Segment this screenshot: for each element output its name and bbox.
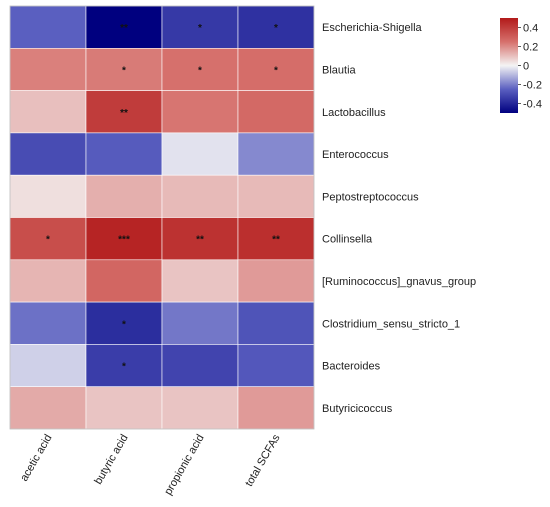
heatmap-cell xyxy=(85,47,163,91)
colorbar-tick-label: -0.2 xyxy=(523,80,542,92)
row-label: Escherichia-Shigella xyxy=(322,22,423,34)
significance-markers: ** * ** * **** *** ** **** xyxy=(46,23,280,372)
colorbar-tick-label: 0.2 xyxy=(523,42,538,54)
row-label: [Ruminococcus]_gnavus_group xyxy=(322,276,476,288)
colorbar-tick-label: 0.4 xyxy=(523,23,538,35)
significance-marker: *** xyxy=(118,235,130,246)
column-label: propionic acid xyxy=(162,433,206,498)
heatmap-border xyxy=(9,5,315,430)
heatmap-cell xyxy=(161,259,239,303)
heatmap-cell xyxy=(237,344,315,387)
heatmap-cell xyxy=(85,344,163,387)
heatmap-cell xyxy=(9,132,87,176)
heatmap-cell xyxy=(9,259,87,303)
heatmap-cell xyxy=(237,47,315,91)
heatmap-cell xyxy=(237,90,315,134)
row-label: Collinsella xyxy=(322,234,373,246)
column-labels: acetic acid butyric acid propionic acid tot… xyxy=(18,432,283,497)
heatmap-cell xyxy=(161,174,239,218)
heatmap-cell xyxy=(85,174,163,218)
heatmap-cell xyxy=(161,47,239,91)
row-label: Enterococcus xyxy=(322,149,389,161)
heatmap-cell xyxy=(85,5,163,49)
heatmap-cell xyxy=(9,386,87,430)
heatmap-cell xyxy=(9,301,87,345)
colorbar-tick-label: -0.4 xyxy=(523,99,542,111)
row-label: Butyricicoccus xyxy=(322,403,393,415)
significance-marker: ** xyxy=(120,23,128,34)
significance-marker: * xyxy=(122,319,126,330)
heatmap-cell xyxy=(161,386,239,430)
heatmap-cell xyxy=(237,386,315,430)
significance-marker: ** xyxy=(196,235,204,246)
heatmap-cell xyxy=(161,132,239,176)
colorbar: 0.4 0.2 0 -0.2 -0.4 xyxy=(500,18,542,113)
row-label: Bacteroides xyxy=(322,361,381,373)
heatmap-cell xyxy=(9,5,87,49)
heatmap-cell xyxy=(161,90,239,134)
heatmap-cell xyxy=(9,174,87,218)
row-labels: Escherichia-Shigella Blautia Lactobacillus… xyxy=(322,22,476,415)
heatmap-cells xyxy=(9,5,315,430)
colorbar-gradient xyxy=(500,18,518,113)
significance-marker: * xyxy=(122,362,126,373)
significance-marker: * xyxy=(198,65,202,76)
heatmap-cell xyxy=(9,47,87,91)
colorbar-tick-label: 0 xyxy=(523,61,529,73)
significance-marker: ** xyxy=(120,108,128,119)
heatmap-cell xyxy=(161,217,239,261)
row-label: Blautia xyxy=(322,64,357,76)
heatmap-cell xyxy=(237,259,315,303)
heatmap-cell xyxy=(161,301,239,345)
row-label: Peptostreptococcus xyxy=(322,191,419,203)
heatmap-cell xyxy=(237,132,315,176)
heatmap-cell xyxy=(237,174,315,218)
heatmap-cell xyxy=(161,5,239,49)
significance-marker: * xyxy=(274,23,278,34)
heatmap-cell xyxy=(85,301,163,345)
significance-marker: * xyxy=(274,65,278,76)
heatmap-cell xyxy=(85,132,163,176)
heatmap-cell xyxy=(9,90,87,134)
heatmap-cell xyxy=(161,344,239,387)
heatmap-cell xyxy=(85,386,163,430)
significance-marker: * xyxy=(46,235,50,246)
column-label: acetic acid xyxy=(18,433,54,484)
significance-marker: * xyxy=(122,65,126,76)
heatmap-cell xyxy=(85,259,163,303)
significance-marker: * xyxy=(198,23,202,34)
column-label: butyric acid xyxy=(92,433,130,487)
column-label: total SCFAs xyxy=(243,432,283,489)
significance-marker: ** xyxy=(272,235,280,246)
colorbar-ticks: 0.4 0.2 0 -0.2 -0.4 xyxy=(518,23,542,111)
heatmap-cell xyxy=(9,344,87,387)
row-label: Clostridium_sensu_stricto_1 xyxy=(322,318,460,330)
row-label: Lactobacillus xyxy=(322,107,386,119)
heatmap-cell xyxy=(237,301,315,345)
